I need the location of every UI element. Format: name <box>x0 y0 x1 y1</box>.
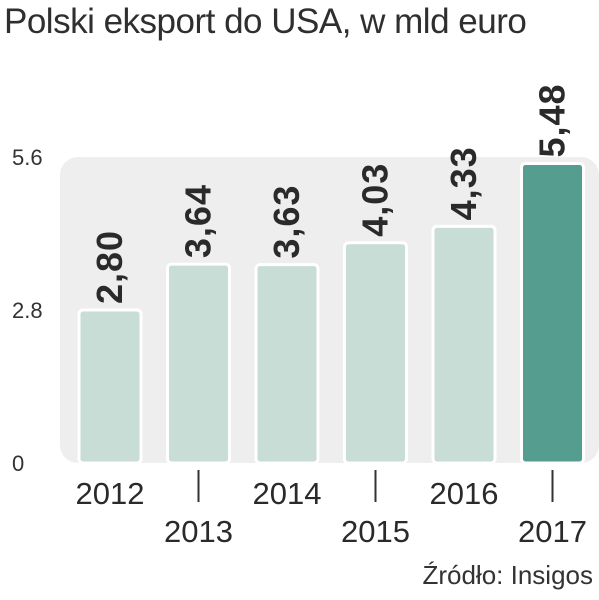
bar-2016 <box>431 224 497 465</box>
chart-title: Polski eksport do USA, w mld euro <box>4 2 527 41</box>
value-label-2013: 3,64 <box>178 184 219 258</box>
bar-2017 <box>520 162 585 465</box>
value-label-2012: 2,80 <box>89 230 130 304</box>
value-label-2014: 3,63 <box>266 185 307 259</box>
x-tick-label-2015: 2015 <box>341 514 410 549</box>
x-tick-label-2014: 2014 <box>253 476 322 511</box>
bar-2014 <box>254 263 320 465</box>
bar-2013 <box>166 262 231 465</box>
x-tick-label-2017: 2017 <box>518 514 587 549</box>
bar-2015 <box>343 241 408 465</box>
source-note: Źródło: Insigos <box>422 560 593 590</box>
bar-2012 <box>77 308 143 465</box>
value-label-2017: 5,48 <box>532 83 573 157</box>
y-tick-label: 0 <box>12 451 24 476</box>
x-tick-label-2013: 2013 <box>164 514 233 549</box>
y-tick-label: 2.8 <box>12 298 43 323</box>
x-tick-label-2016: 2016 <box>430 476 499 511</box>
bar-chart: 0 2.8 5.6 2012 2013 2014 2015 2016 2017 2,80 3,6… <box>12 83 599 549</box>
value-label-2016: 4,33 <box>443 146 484 220</box>
value-label-2015: 4,03 <box>355 163 396 237</box>
x-tick-label-2012: 2012 <box>76 476 145 511</box>
y-tick-label: 5.6 <box>12 145 43 170</box>
